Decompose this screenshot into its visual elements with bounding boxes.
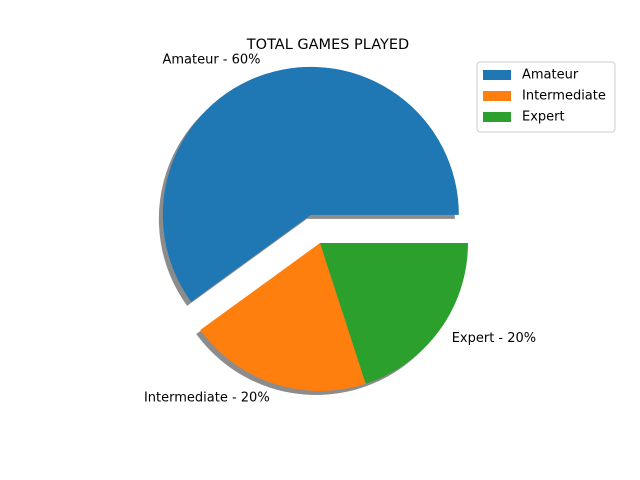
legend-label-expert: Expert	[522, 110, 565, 125]
pie-slice-intermediate	[200, 243, 366, 392]
legend-frame	[476, 61, 616, 133]
legend-swatch-expert	[483, 112, 511, 122]
slice-labels: Amateur - 60% Intermediate - 20% Expert - …	[144, 53, 536, 406]
slice-label-intermediate: Intermediate - 20%	[144, 390, 270, 405]
pie-slice-expert	[320, 243, 468, 384]
slice-label-amateur: Amateur - 60%	[162, 53, 260, 68]
legend-swatch-intermediate	[483, 91, 511, 101]
chart-title: TOTAL GAMES PLAYED	[246, 37, 409, 53]
legend-swatch-amateur	[483, 70, 511, 80]
legend: Amateur Intermediate Expert	[476, 61, 616, 133]
legend-label-intermediate: Intermediate	[522, 89, 606, 104]
slice-label-expert: Expert - 20%	[452, 331, 536, 346]
pie-slices	[162, 66, 468, 392]
legend-label-amateur: Amateur	[522, 68, 579, 83]
legend-entries: Amateur Intermediate Expert	[483, 68, 606, 125]
pie-slice-amateur	[162, 66, 459, 302]
